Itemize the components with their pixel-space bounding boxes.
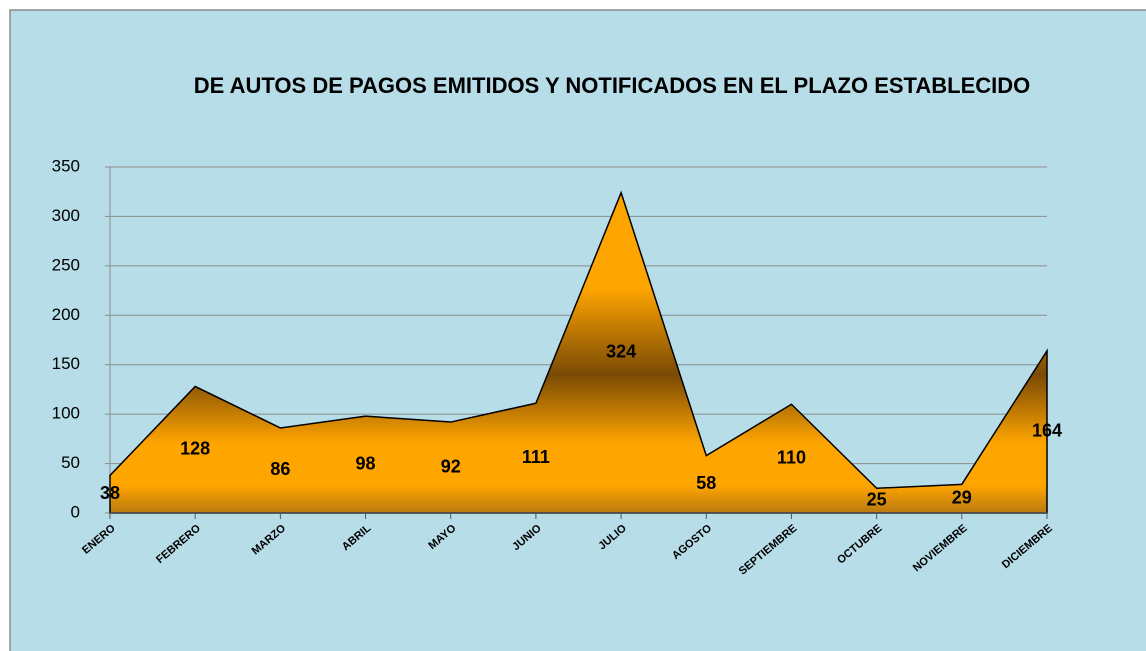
data-label: 25 <box>867 489 887 509</box>
y-tick-label: 300 <box>52 206 80 225</box>
y-tick-label: 200 <box>52 305 80 324</box>
y-tick-label: 250 <box>52 255 80 274</box>
y-tick-label: 0 <box>71 502 80 521</box>
data-label: 111 <box>522 447 550 467</box>
chart-title: DE AUTOS DE PAGOS EMITIDOS Y NOTIFICADOS… <box>194 73 1031 98</box>
y-tick-label: 350 <box>52 156 80 175</box>
y-tick-label: 50 <box>61 453 80 472</box>
data-label: 164 <box>1032 421 1062 441</box>
data-label: 29 <box>952 487 972 507</box>
data-label: 324 <box>606 342 636 362</box>
y-tick-label: 150 <box>52 354 80 373</box>
data-label: 98 <box>356 453 376 473</box>
data-label: 128 <box>180 438 210 458</box>
data-label: 110 <box>777 447 806 467</box>
y-tick-label: 100 <box>52 404 80 423</box>
data-label: 86 <box>270 459 290 479</box>
area <box>109 190 1048 514</box>
data-label: 92 <box>441 456 461 476</box>
data-label: 38 <box>100 483 120 503</box>
data-label: 58 <box>696 473 716 493</box>
